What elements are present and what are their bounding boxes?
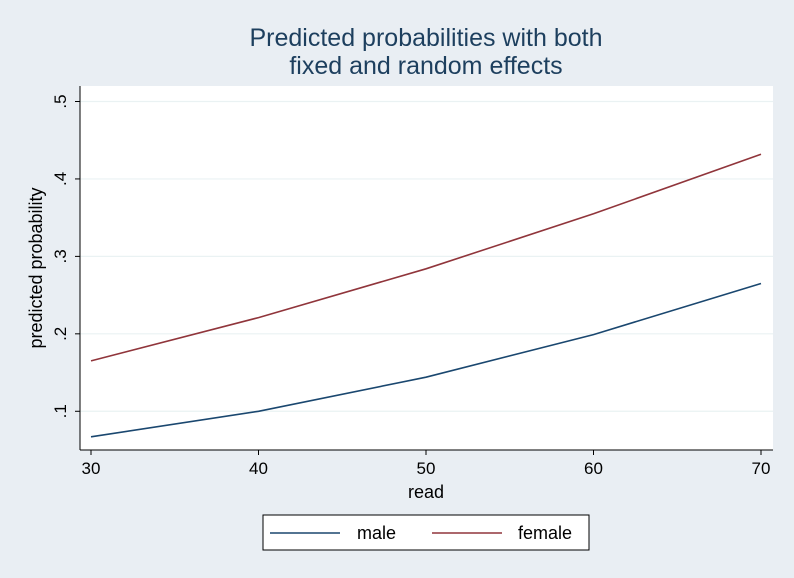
series-line-female	[90, 153, 762, 362]
x-tick-label-4: 70	[752, 459, 771, 478]
chart-title-line-1: Predicted probabilities with both	[250, 24, 603, 52]
grid-lines	[80, 100, 773, 412]
y-tick-label-2: .3	[51, 249, 70, 263]
series-layer	[90, 153, 762, 438]
y-tick-label-3: .4	[51, 172, 70, 186]
y-tick-label-4: .5	[51, 94, 70, 108]
y-tick-label-1: .2	[51, 327, 70, 341]
series-line-male	[90, 282, 762, 438]
legend-label-female: female	[518, 523, 572, 543]
x-tick-label-3: 60	[584, 459, 603, 478]
x-tick-label-2: 50	[417, 459, 436, 478]
y-tick-label-0: .1	[51, 404, 70, 418]
x-tick-label-1: 40	[249, 459, 268, 478]
x-tick-label-0: 30	[82, 459, 101, 478]
legend: male female	[262, 514, 590, 551]
legend-label-male: male	[357, 523, 396, 543]
axes: .1 .2 .3 .4 .5 30 40 50 60 70	[51, 86, 773, 478]
y-axis-label: predicted probability	[26, 187, 46, 348]
chart-title-line-2: fixed and random effects	[289, 52, 562, 80]
x-axis-label: read	[408, 482, 444, 502]
